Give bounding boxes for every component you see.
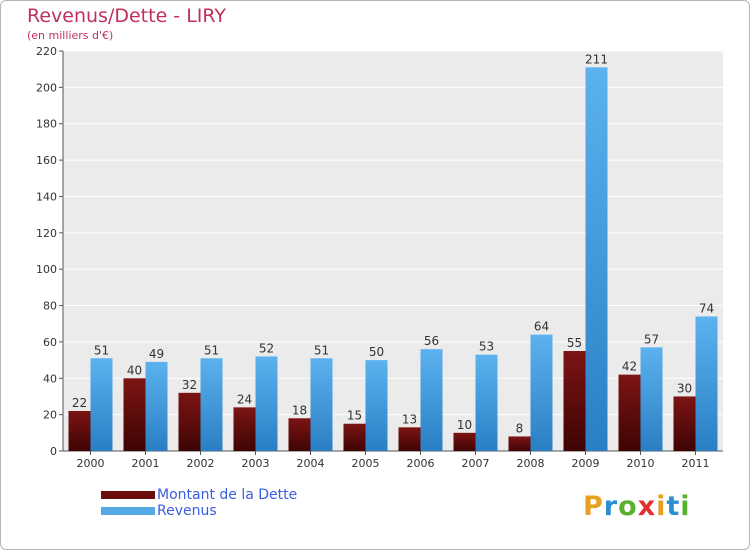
y-tick-label: 100 — [36, 263, 57, 276]
bar-dette — [508, 436, 531, 451]
legend-swatch-revenus — [101, 507, 155, 515]
y-tick-label: 160 — [36, 154, 57, 167]
value-label-dette: 13 — [402, 412, 417, 426]
bar-revenus — [90, 358, 113, 451]
bar-revenus — [310, 358, 333, 451]
value-label-revenus: 51 — [94, 343, 109, 357]
legend: Montant de la Dette Revenus — [101, 487, 297, 519]
value-label-revenus: 64 — [534, 320, 549, 334]
value-label-dette: 32 — [182, 378, 197, 392]
chart-title: Revenus/Dette - LIRY — [27, 5, 226, 27]
value-label-revenus: 51 — [314, 343, 329, 357]
bar-revenus — [475, 354, 498, 451]
value-label-dette: 15 — [347, 409, 362, 423]
bar-revenus — [255, 356, 278, 451]
value-label-revenus: 57 — [644, 332, 659, 346]
logo-letter: P — [583, 491, 604, 522]
y-tick-label: 180 — [36, 118, 57, 131]
x-tick-label: 2011 — [682, 457, 710, 470]
bar-dette — [453, 432, 476, 451]
value-label-revenus: 56 — [424, 334, 439, 348]
y-tick-label: 60 — [43, 336, 57, 349]
legend-swatch-dette — [101, 491, 155, 499]
y-tick-label: 140 — [36, 190, 57, 203]
bar-revenus — [585, 67, 608, 451]
x-tick-label: 2005 — [352, 457, 380, 470]
value-label-dette: 22 — [72, 396, 87, 410]
bar-revenus — [200, 358, 223, 451]
legend-item-dette: Montant de la Dette — [101, 487, 297, 503]
y-tick-label: 0 — [50, 445, 57, 458]
bar-dette — [178, 392, 201, 451]
value-label-revenus: 211 — [585, 52, 608, 66]
value-label-revenus: 51 — [204, 343, 219, 357]
logo-letter: i — [680, 491, 691, 522]
plot-area — [63, 51, 723, 451]
chart-subtitle: (en milliers d'€) — [27, 29, 114, 42]
y-tick-label: 40 — [43, 372, 57, 385]
value-label-dette: 30 — [677, 381, 692, 395]
bar-dette — [398, 427, 421, 451]
bar-revenus — [420, 349, 443, 451]
logo-letter: t — [666, 491, 681, 522]
x-tick-label: 2010 — [627, 457, 655, 470]
legend-label-dette: Montant de la Dette — [157, 487, 298, 503]
bar-dette — [123, 378, 146, 451]
value-label-dette: 40 — [127, 363, 142, 377]
logo-letter: i — [656, 491, 667, 522]
y-tick-label: 220 — [36, 45, 57, 58]
bar-dette — [233, 407, 256, 451]
value-label-revenus: 53 — [479, 340, 494, 354]
y-tick-label: 120 — [36, 227, 57, 240]
bar-revenus — [145, 361, 168, 451]
bar-dette — [563, 351, 586, 451]
bar-revenus — [530, 334, 553, 451]
value-label-dette: 42 — [622, 360, 637, 374]
y-tick-label: 20 — [43, 409, 57, 422]
value-label-revenus: 49 — [149, 347, 164, 361]
bar-dette — [288, 418, 311, 451]
bar-revenus — [365, 360, 388, 451]
x-tick-label: 2009 — [572, 457, 600, 470]
value-label-revenus: 50 — [369, 345, 384, 359]
value-label-revenus: 74 — [699, 301, 714, 315]
value-label-dette: 10 — [457, 418, 472, 432]
logo-letter: x — [637, 491, 657, 522]
legend-label-revenus: Revenus — [157, 503, 217, 519]
y-tick-label: 200 — [36, 81, 57, 94]
x-tick-label: 2007 — [462, 457, 490, 470]
bar-dette — [68, 411, 91, 451]
x-tick-label: 2000 — [77, 457, 105, 470]
x-tick-label: 2008 — [517, 457, 545, 470]
logo-letter: o — [618, 491, 638, 522]
x-tick-label: 2001 — [132, 457, 160, 470]
value-label-revenus: 52 — [259, 341, 274, 355]
x-tick-label: 2002 — [187, 457, 215, 470]
x-tick-label: 2004 — [297, 457, 325, 470]
value-label-dette: 24 — [237, 392, 252, 406]
x-tick-label: 2006 — [407, 457, 435, 470]
value-label-dette: 8 — [516, 421, 524, 435]
value-label-dette: 18 — [292, 403, 307, 417]
bar-revenus — [640, 347, 663, 451]
y-tick-label: 80 — [43, 300, 57, 313]
value-label-dette: 55 — [567, 336, 582, 350]
logo-letter: r — [603, 491, 619, 522]
legend-item-revenus: Revenus — [101, 503, 297, 519]
bar-dette — [618, 374, 641, 451]
bar-revenus — [695, 316, 718, 451]
proxiti-logo: Proxiti — [583, 491, 691, 522]
x-tick-label: 2003 — [242, 457, 270, 470]
bar-dette — [673, 396, 696, 451]
bar-dette — [343, 423, 366, 451]
